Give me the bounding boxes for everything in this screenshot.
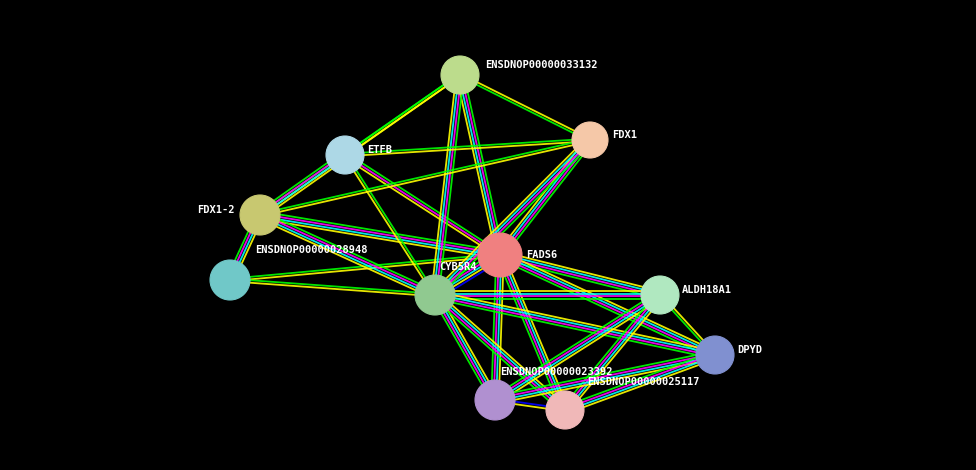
Circle shape (326, 136, 364, 174)
Text: ENSDNOP00000025117: ENSDNOP00000025117 (587, 377, 700, 387)
Circle shape (572, 122, 608, 158)
Circle shape (210, 260, 250, 300)
Text: ENSDNOP00000033132: ENSDNOP00000033132 (485, 60, 597, 70)
Text: CYB5R4: CYB5R4 (439, 262, 476, 272)
Text: DPYD: DPYD (737, 345, 762, 355)
Text: FDX1-2: FDX1-2 (197, 205, 235, 215)
Text: ENSDNOP00000028948: ENSDNOP00000028948 (255, 245, 368, 255)
Circle shape (475, 380, 515, 420)
Circle shape (415, 275, 455, 315)
Text: ENSDNOP00000023392: ENSDNOP00000023392 (500, 367, 613, 377)
Circle shape (478, 233, 522, 277)
Circle shape (441, 56, 479, 94)
Circle shape (696, 336, 734, 374)
Text: ETFB: ETFB (367, 145, 392, 155)
Text: FADS6: FADS6 (526, 250, 557, 260)
Text: FDX1: FDX1 (612, 130, 637, 140)
Circle shape (641, 276, 679, 314)
Circle shape (546, 391, 584, 429)
Circle shape (240, 195, 280, 235)
Text: ALDH18A1: ALDH18A1 (682, 285, 732, 295)
